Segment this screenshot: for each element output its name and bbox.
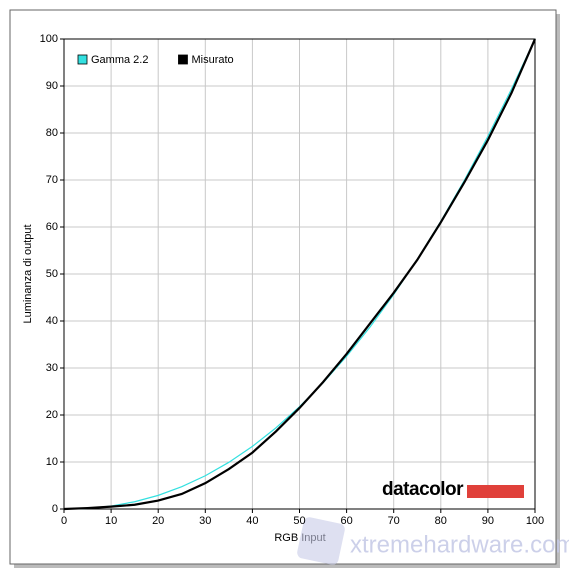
lines — [63, 38, 537, 511]
x-tick-label: 80 — [435, 515, 447, 527]
legend-label: Misurato — [191, 54, 233, 66]
x-tick-label: 50 — [293, 515, 305, 527]
x-tick-label: 0 — [61, 515, 67, 527]
watermark-logo: datacolor — [382, 479, 464, 500]
x-tick-label: 70 — [388, 515, 400, 527]
x-tick-label: 90 — [482, 515, 494, 527]
y-tick-label: 10 — [46, 456, 58, 468]
y-tick-label: 20 — [46, 409, 58, 421]
y-tick-label: 70 — [46, 174, 58, 186]
x-tick-label: 100 — [526, 515, 544, 527]
y-tick-label: 40 — [46, 315, 58, 327]
legend-swatch — [178, 54, 188, 65]
x-tick-label: 40 — [246, 515, 258, 527]
legend: Gamma 2.2 Misurato — [77, 54, 234, 66]
y-tick-label: 50 — [46, 268, 58, 280]
x-tick-label: 60 — [340, 515, 352, 527]
grid — [60, 38, 536, 513]
x-tick-label: 10 — [105, 515, 117, 527]
y-tick-label: 80 — [46, 127, 58, 139]
legend-label: Gamma 2.2 — [91, 54, 148, 66]
watermark-text: xtremehardware.com — [350, 531, 569, 558]
y-tick-label: 100 — [40, 33, 58, 45]
y-tick-label: 90 — [46, 80, 58, 92]
y-axis-label: Luminanza di output — [22, 224, 34, 323]
legend-swatch — [77, 54, 88, 65]
watermark-icon — [297, 517, 345, 565]
logo-bar — [467, 485, 524, 498]
y-tick-label: 60 — [46, 221, 58, 233]
x-tick-label: 20 — [152, 515, 164, 527]
series-line — [63, 38, 537, 511]
frame — [9, 9, 557, 565]
x-tick-label: 30 — [199, 515, 211, 527]
y-tick-label: 0 — [52, 503, 58, 515]
y-tick-label: 30 — [46, 362, 58, 374]
plot-border — [63, 38, 536, 510]
